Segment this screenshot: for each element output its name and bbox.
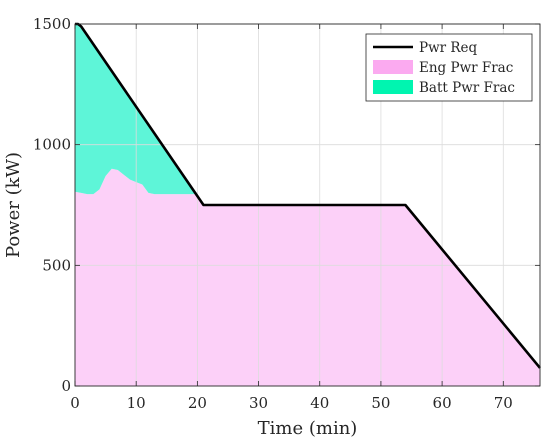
- legend-label-eng-pwr-frac: Eng Pwr Frac: [419, 60, 513, 76]
- legend-swatch-eng-pwr-frac: [373, 60, 413, 74]
- tick-label-layer: 0 10 20 30 40 50 60 70 0 500 1000 1500: [33, 15, 513, 412]
- area-eng-pwr-frac: [75, 168, 540, 386]
- y-tick-label: 1000: [33, 136, 71, 154]
- y-tick-label: 0: [61, 377, 71, 395]
- y-tick-label: 500: [42, 256, 71, 274]
- x-tick-label: 50: [371, 394, 390, 412]
- x-axis-label: Time (min): [258, 418, 358, 439]
- x-tick-label: 60: [433, 394, 452, 412]
- x-tick-label: 0: [70, 394, 80, 412]
- y-tick-label: 1500: [33, 15, 71, 33]
- legend-label-batt-pwr-frac: Batt Pwr Frac: [419, 80, 515, 96]
- x-tick-label: 30: [249, 394, 268, 412]
- legend-label-pwr-req: Pwr Req: [419, 40, 478, 56]
- legend: Pwr Req Eng Pwr Frac Batt Pwr Frac: [365, 33, 533, 102]
- legend-swatch-batt-pwr-frac: [373, 80, 413, 94]
- y-axis-label: Power (kW): [3, 152, 24, 258]
- axes-layer: [74, 23, 541, 387]
- axes-box: [74, 23, 541, 387]
- x-tick-label: 40: [310, 394, 329, 412]
- x-tick-label: 70: [494, 394, 513, 412]
- x-tick-label: 10: [127, 394, 146, 412]
- x-tick-label: 20: [188, 394, 207, 412]
